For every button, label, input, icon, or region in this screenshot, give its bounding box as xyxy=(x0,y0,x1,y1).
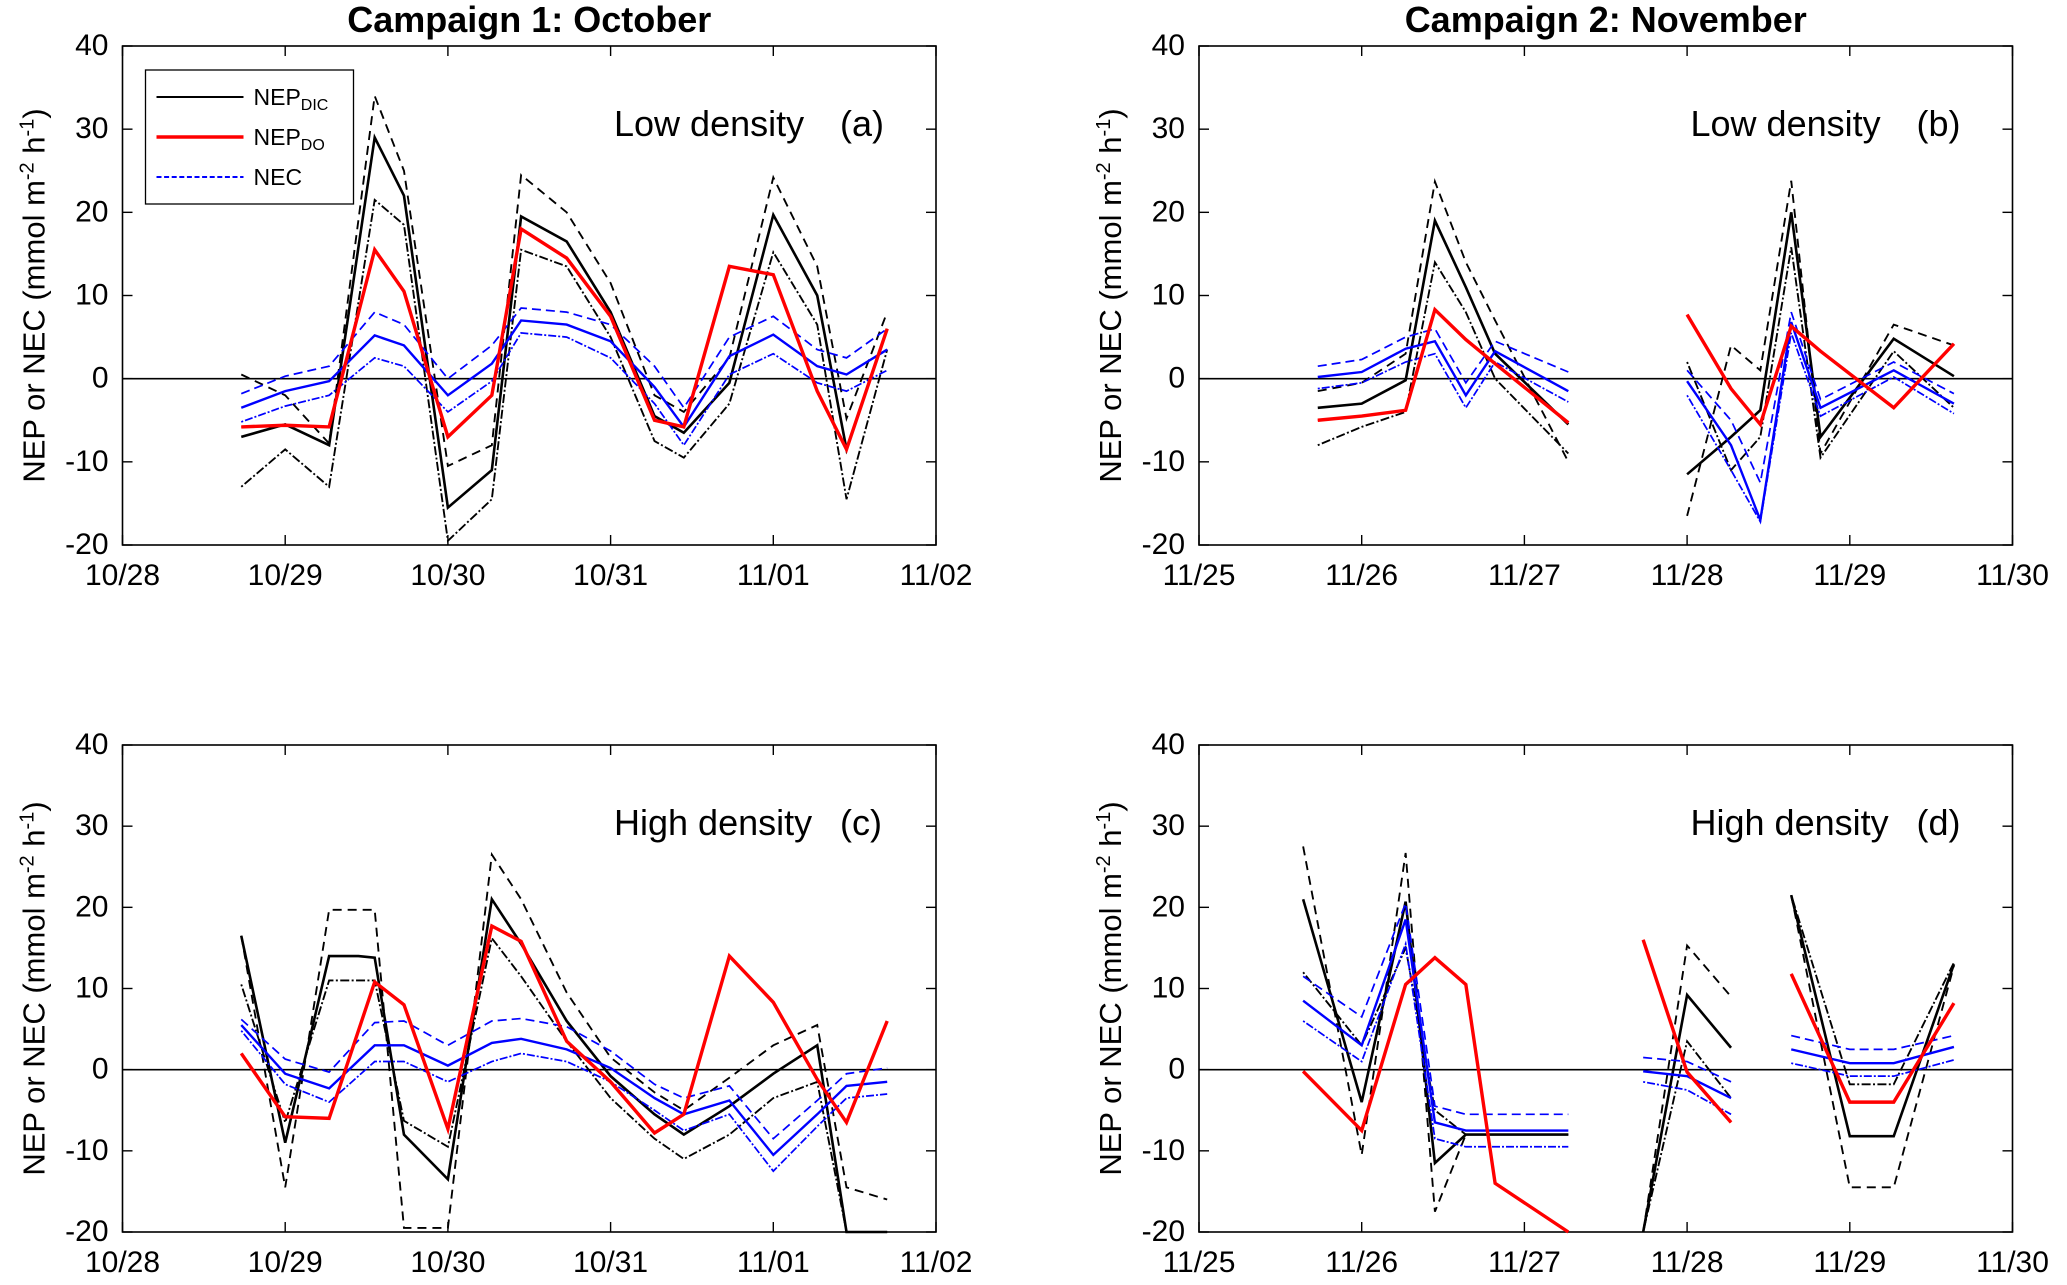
svg-text:30: 30 xyxy=(75,809,108,842)
svg-text:-10: -10 xyxy=(1142,445,1185,478)
svg-text:11/01: 11/01 xyxy=(737,559,810,592)
svg-text:11/28: 11/28 xyxy=(1651,559,1724,592)
svg-text:11/30: 11/30 xyxy=(1976,559,2049,592)
svg-text:High density: High density xyxy=(1691,802,1889,843)
svg-text:-10: -10 xyxy=(65,445,108,478)
svg-text:20: 20 xyxy=(75,890,108,923)
svg-text:(b): (b) xyxy=(1917,103,1961,144)
svg-text:20: 20 xyxy=(1152,195,1185,228)
svg-text:11/29: 11/29 xyxy=(1813,1246,1886,1279)
svg-text:11/27: 11/27 xyxy=(1488,559,1561,592)
svg-text:40: 40 xyxy=(75,29,108,62)
svg-text:20: 20 xyxy=(75,195,108,228)
svg-text:11/26: 11/26 xyxy=(1325,559,1398,592)
svg-text:-20: -20 xyxy=(1142,1215,1185,1248)
svg-text:10: 10 xyxy=(75,972,108,1005)
svg-text:-10: -10 xyxy=(65,1134,108,1167)
svg-text:11/30: 11/30 xyxy=(1976,1246,2049,1279)
svg-text:10/31: 10/31 xyxy=(573,559,648,592)
svg-text:11/02: 11/02 xyxy=(900,559,973,592)
svg-text:0: 0 xyxy=(92,362,109,395)
svg-text:10/30: 10/30 xyxy=(410,559,485,592)
svg-text:NEC: NEC xyxy=(254,164,303,190)
svg-text:Campaign 1: October: Campaign 1: October xyxy=(347,0,711,40)
svg-text:0: 0 xyxy=(92,1053,109,1086)
svg-text:-20: -20 xyxy=(1142,528,1185,561)
svg-text:11/02: 11/02 xyxy=(900,1246,973,1279)
svg-text:(c): (c) xyxy=(840,802,882,843)
svg-text:30: 30 xyxy=(1152,112,1185,145)
svg-text:30: 30 xyxy=(1152,809,1185,842)
svg-text:10/29: 10/29 xyxy=(248,559,323,592)
svg-text:Low density: Low density xyxy=(1691,103,1881,144)
svg-text:11/01: 11/01 xyxy=(737,1246,810,1279)
svg-text:10/28: 10/28 xyxy=(85,559,160,592)
svg-text:10/28: 10/28 xyxy=(85,1246,160,1279)
svg-text:20: 20 xyxy=(1152,890,1185,923)
svg-text:-10: -10 xyxy=(1142,1134,1185,1167)
svg-text:11/29: 11/29 xyxy=(1813,559,1886,592)
svg-text:NEP or NEC (mmol m-2 h-1): NEP or NEC (mmol m-2 h-1) xyxy=(17,801,52,1175)
svg-text:40: 40 xyxy=(1152,728,1185,761)
svg-text:NEP or NEC (mmol m-2 h-1): NEP or NEC (mmol m-2 h-1) xyxy=(1093,801,1128,1175)
svg-text:Low density: Low density xyxy=(614,103,804,144)
svg-text:40: 40 xyxy=(1152,29,1185,62)
svg-text:30: 30 xyxy=(75,112,108,145)
svg-text:(a): (a) xyxy=(840,103,884,144)
svg-text:-20: -20 xyxy=(65,1215,108,1248)
svg-text:NEP or NEC (mmol m-2 h-1): NEP or NEC (mmol m-2 h-1) xyxy=(17,108,52,482)
svg-text:11/26: 11/26 xyxy=(1325,1246,1398,1279)
svg-text:NEP or NEC (mmol m-2 h-1): NEP or NEC (mmol m-2 h-1) xyxy=(1093,108,1128,482)
svg-text:11/28: 11/28 xyxy=(1651,1246,1724,1279)
svg-text:11/27: 11/27 xyxy=(1488,1246,1561,1279)
svg-text:10: 10 xyxy=(75,279,108,312)
svg-text:40: 40 xyxy=(75,728,108,761)
svg-text:0: 0 xyxy=(1168,362,1185,395)
svg-text:Campaign 2: November: Campaign 2: November xyxy=(1405,0,1807,40)
svg-text:-20: -20 xyxy=(65,528,108,561)
svg-text:10: 10 xyxy=(1152,279,1185,312)
svg-text:(d): (d) xyxy=(1917,802,1961,843)
svg-text:10: 10 xyxy=(1152,972,1185,1005)
svg-text:11/25: 11/25 xyxy=(1163,559,1236,592)
svg-text:11/25: 11/25 xyxy=(1163,1246,1236,1279)
svg-text:10/31: 10/31 xyxy=(573,1246,648,1279)
svg-text:10/29: 10/29 xyxy=(248,1246,323,1279)
svg-text:0: 0 xyxy=(1168,1053,1185,1086)
svg-text:High density: High density xyxy=(614,802,812,843)
svg-text:10/30: 10/30 xyxy=(410,1246,485,1279)
